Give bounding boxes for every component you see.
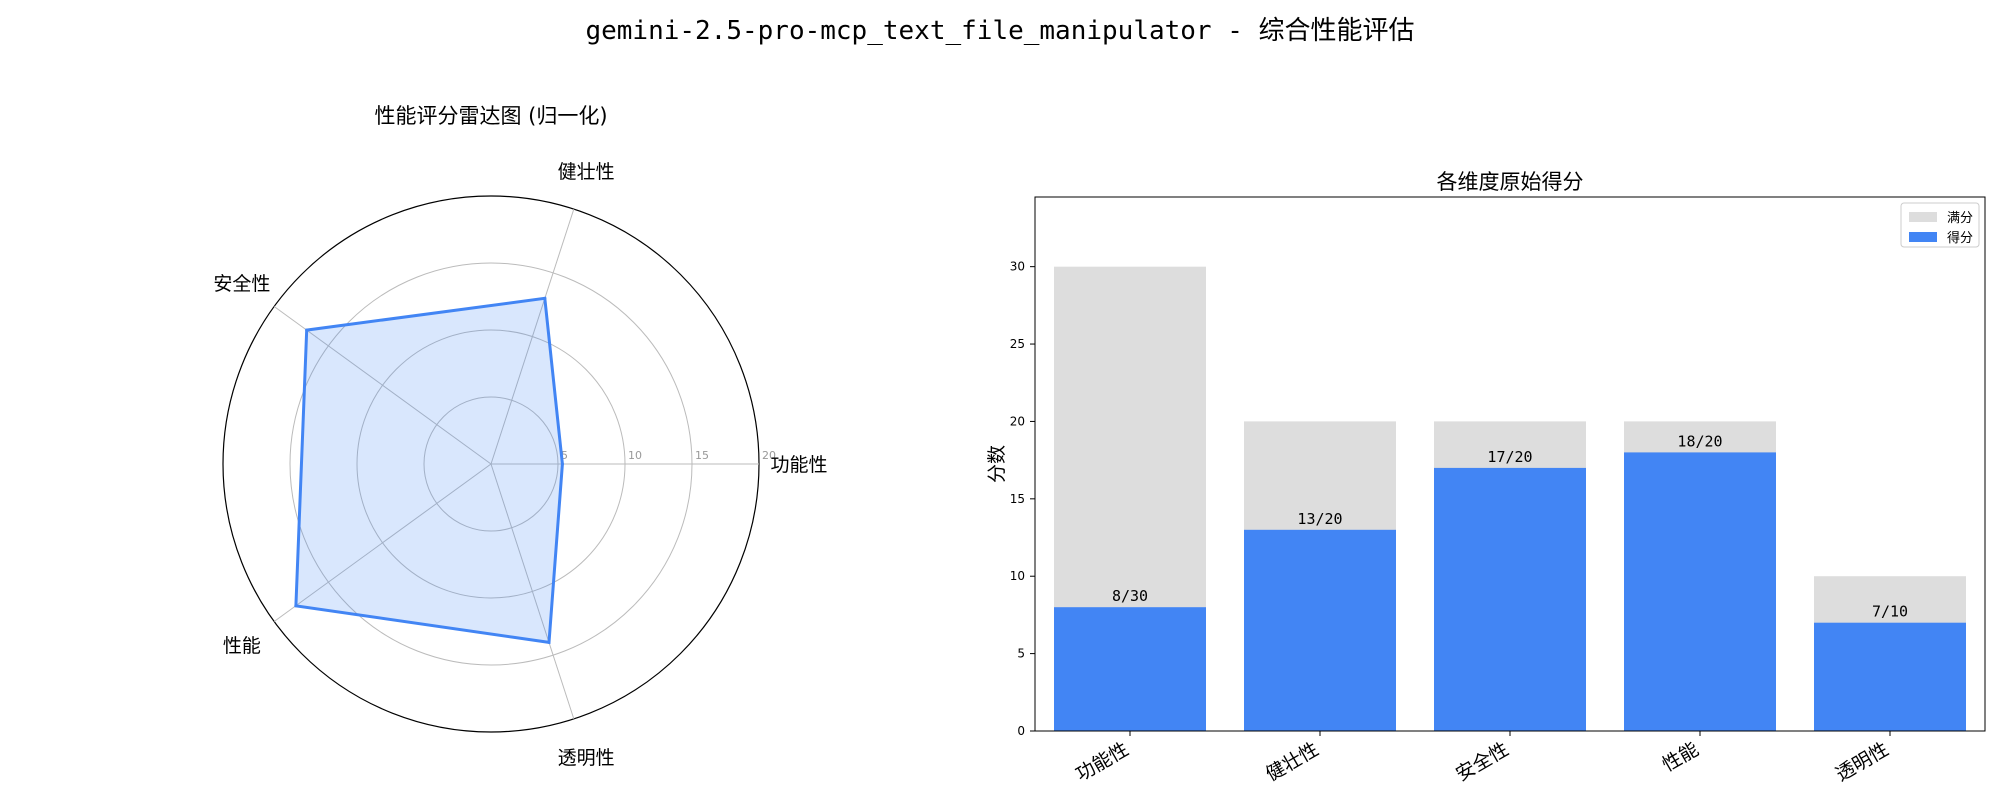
bar-x-tick-label: 安全性 xyxy=(1452,738,1512,786)
bar-y-tick-label: 0 xyxy=(1017,724,1025,738)
radar-axis-label: 健壮性 xyxy=(558,161,615,183)
radar-spoke xyxy=(490,463,575,720)
bar-x-tick-label: 透明性 xyxy=(1832,738,1892,786)
radar-axis-label: 性能 xyxy=(223,635,261,657)
bar-full-score xyxy=(1624,421,1776,731)
bar-x-tick-label: 健壮性 xyxy=(1262,738,1322,786)
bar-x-tick-label: 功能性 xyxy=(1072,738,1132,786)
radar-point xyxy=(305,328,309,332)
radar-spoke xyxy=(490,208,575,465)
bar-full-score xyxy=(1244,421,1396,731)
legend-swatch xyxy=(1909,232,1937,242)
radar-spoke xyxy=(273,463,492,622)
radar-r-tick-label: 5 xyxy=(561,449,568,462)
bar-full-score xyxy=(1054,266,1206,731)
bar-score xyxy=(1434,467,1586,731)
bar-data-label: 8/30 xyxy=(1112,587,1148,605)
radar-r-tick-label: 10 xyxy=(628,449,642,462)
radar-axis-label: 透明性 xyxy=(558,747,615,769)
bar-score xyxy=(1244,529,1396,731)
radar-r-tick-label: 15 xyxy=(695,449,709,462)
radar-point xyxy=(543,296,547,300)
radar-series-line xyxy=(294,296,564,645)
bar-full-score xyxy=(1434,421,1586,731)
bar-y-tick-label: 10 xyxy=(1010,569,1025,583)
radar-title: 性能评分雷达图 (归一化) xyxy=(374,104,607,128)
legend-swatch xyxy=(1909,212,1937,222)
radar-spoke xyxy=(273,306,492,465)
bar-data-label: 18/20 xyxy=(1677,432,1722,450)
bar-y-tick-label: 25 xyxy=(1010,337,1025,351)
legend-label: 得分 xyxy=(1947,230,1973,246)
radar-point xyxy=(547,640,551,644)
radar-axis-label: 安全性 xyxy=(213,273,270,295)
radar-r-tick-label: 20 xyxy=(762,449,776,462)
radar-axis-label: 功能性 xyxy=(770,454,827,476)
bar-x-tick-label: 性能 xyxy=(1659,738,1703,776)
bar-score xyxy=(1054,607,1206,731)
bar-score xyxy=(1814,622,1966,731)
legend-box xyxy=(1900,202,1980,248)
page-title: gemini-2.5-pro-mcp_text_file_manipulator… xyxy=(585,16,1415,46)
bar-score xyxy=(1624,452,1776,731)
radar-point xyxy=(294,604,298,608)
bar-data-label: 13/20 xyxy=(1297,510,1342,528)
bar-y-tick-label: 15 xyxy=(1010,492,1025,506)
bar-data-label: 7/10 xyxy=(1872,603,1908,621)
bar-plot-frame xyxy=(1034,196,1986,732)
bar-data-label: 17/20 xyxy=(1487,448,1532,466)
legend-label: 满分 xyxy=(1947,211,1973,226)
radar-area xyxy=(295,298,563,643)
bar-y-tick-label: 20 xyxy=(1010,414,1025,428)
bar-y-tick-label: 5 xyxy=(1017,647,1025,661)
radar-point xyxy=(560,462,564,466)
bar-chart-title: 各维度原始得分 xyxy=(1437,170,1584,194)
bar-full-score xyxy=(1814,576,1966,731)
bar-y-tick-label: 30 xyxy=(1010,260,1025,274)
